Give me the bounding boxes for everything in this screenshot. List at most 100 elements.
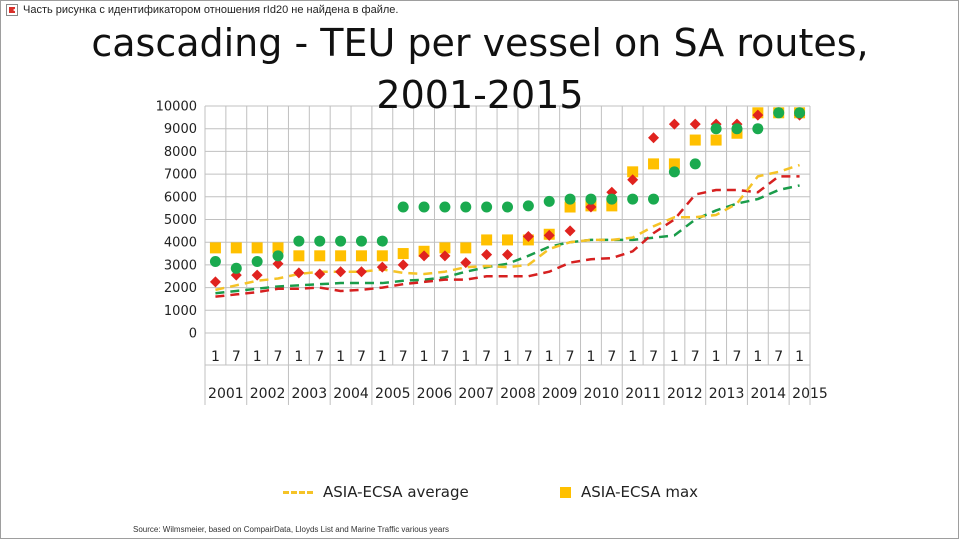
- x-period-label: 7: [440, 349, 449, 365]
- slide-title-line2: 2001-2015: [376, 73, 584, 117]
- max-square-marker: [397, 248, 409, 260]
- x-period-label: 7: [399, 349, 408, 365]
- x-period-label: 7: [357, 349, 366, 365]
- max-square-marker: [564, 201, 576, 213]
- green-circle-marker: [627, 193, 639, 205]
- max-square-marker: [293, 250, 305, 262]
- x-year-label: 2007: [458, 386, 494, 402]
- red-diamond-marker: [689, 118, 701, 130]
- x-period-label: 1: [586, 349, 595, 365]
- legend-label-average: ASIA-ECSA average: [323, 483, 469, 501]
- max-square-marker: [355, 250, 367, 262]
- red-diamond-marker: [585, 201, 597, 213]
- green-circle-marker: [773, 107, 785, 119]
- green-circle-marker: [460, 201, 472, 213]
- max-square-marker: [376, 250, 388, 262]
- x-year-label: 2012: [667, 386, 703, 402]
- x-year-label: 2002: [250, 386, 286, 402]
- average-dashed-line: [215, 163, 800, 292]
- max-square-marker: [648, 158, 660, 170]
- x-year-label: 2011: [625, 386, 661, 402]
- green-circle-marker: [355, 235, 367, 247]
- max-square-marker: [460, 242, 472, 254]
- green-circle-marker: [794, 107, 806, 119]
- green-circle-marker: [272, 250, 284, 262]
- max-square-marker: [606, 200, 618, 212]
- green-circle-marker: [731, 123, 743, 135]
- green-circle-marker: [481, 201, 493, 213]
- max-square-marker: [668, 158, 680, 170]
- red-diamond-marker: [668, 118, 680, 130]
- y-tick-label: 10000: [156, 100, 197, 115]
- x-period-label: 1: [753, 349, 762, 365]
- red-diamond-marker: [418, 250, 430, 262]
- red-diamond-marker: [376, 261, 388, 273]
- green-circle-marker: [335, 235, 347, 247]
- green-circle-marker: [376, 235, 388, 247]
- x-year-label: 2014: [750, 386, 786, 402]
- x-period-label: 7: [649, 349, 658, 365]
- x-period-label: 1: [253, 349, 262, 365]
- green-circle-marker: [502, 201, 513, 213]
- red-diamond-marker: [355, 266, 367, 278]
- broken-image-placeholder: Часть рисунка с идентификатором отношени…: [6, 4, 398, 16]
- red-diamond-marker: [627, 174, 639, 186]
- red-diamond-marker: [272, 258, 284, 270]
- green-circle-marker: [564, 193, 576, 205]
- green-circle-marker: [689, 158, 701, 170]
- x-period-label: 1: [294, 349, 303, 365]
- x-year-label: 2013: [709, 386, 745, 402]
- x-period-label: 1: [712, 349, 721, 365]
- max-square-marker: [335, 250, 347, 262]
- x-period-label: 7: [524, 349, 533, 365]
- x-year-label: 2006: [417, 386, 453, 402]
- x-period-label: 7: [774, 349, 783, 365]
- max-square-marker: [209, 242, 221, 254]
- red-diamond-marker: [209, 276, 221, 288]
- green-circle-marker: [251, 255, 263, 267]
- green-circle-marker: [648, 193, 660, 205]
- y-tick-label: 6000: [164, 190, 197, 205]
- max-square-marker: [314, 250, 326, 262]
- x-period-label: 7: [733, 349, 742, 365]
- red-diamond-marker: [314, 268, 326, 280]
- green-circle-marker: [606, 193, 618, 205]
- x-year-label: 2003: [291, 386, 327, 402]
- green-circle-marker: [439, 201, 451, 213]
- red-diamond-marker: [481, 249, 493, 261]
- y-tick-label: 5000: [164, 213, 197, 228]
- green-circle-marker: [752, 123, 764, 135]
- max-square-marker: [230, 242, 242, 254]
- y-tick-label: 9000: [164, 122, 197, 137]
- y-tick-label: 8000: [164, 145, 197, 160]
- legend-dash-swatch: [283, 490, 313, 494]
- legend-label-max: ASIA-ECSA max: [581, 483, 699, 501]
- legend-item-max: ASIA-ECSA max: [560, 483, 698, 501]
- red-diamond-marker: [752, 109, 764, 121]
- x-period-label: 7: [315, 349, 324, 365]
- legend-square-swatch: [560, 486, 571, 498]
- max-square-marker: [689, 134, 701, 146]
- red-diamond-marker: [293, 267, 305, 279]
- max-square-marker: [481, 234, 493, 246]
- x-period-label: 7: [274, 349, 283, 365]
- x-period-label: 1: [503, 349, 512, 365]
- x-year-label: 2001: [208, 386, 244, 402]
- red-diamond-marker: [335, 266, 347, 278]
- x-period-label: 7: [232, 349, 241, 365]
- green-circle-marker: [230, 262, 242, 274]
- green-circle-marker: [209, 255, 221, 267]
- green-circle-marker: [668, 166, 680, 178]
- y-tick-label: 1000: [164, 304, 197, 319]
- legend-item-average: ASIA-ECSA average: [283, 483, 469, 501]
- green-circle-marker: [293, 235, 305, 247]
- green-circle-marker: [418, 201, 430, 213]
- x-year-label: 2015: [792, 386, 828, 402]
- x-year-label: 2010: [584, 386, 620, 402]
- x-period-label: 7: [691, 349, 700, 365]
- red-diamond-marker: [251, 269, 263, 281]
- red-diamond-marker: [564, 225, 576, 237]
- max-square-marker: [251, 242, 263, 254]
